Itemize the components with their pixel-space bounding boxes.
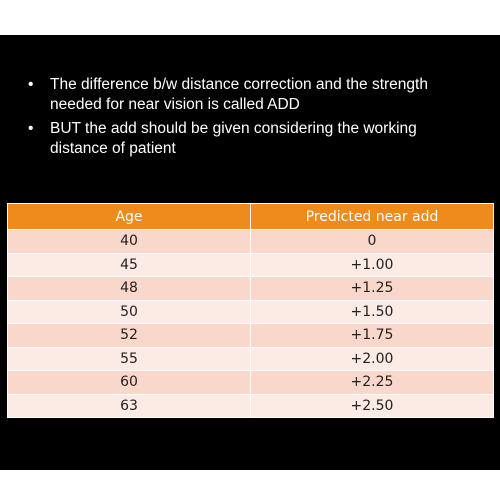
table-cell: 0 xyxy=(250,229,494,254)
bullet: BUT the add should be given considering … xyxy=(28,119,468,159)
table-cell: +2.25 xyxy=(250,370,494,395)
table-cell: 40 xyxy=(7,229,251,254)
header-cell: Age xyxy=(7,203,251,230)
table-cell: +2.50 xyxy=(250,393,494,418)
table-cell: +2.00 xyxy=(250,346,494,371)
bullet: The difference b/w distance correction a… xyxy=(28,75,468,115)
table-row: 48 +1.25 xyxy=(7,276,494,301)
table-row: 55 +2.00 xyxy=(7,346,494,371)
table-cell: +1.25 xyxy=(250,276,494,301)
table-cell: 50 xyxy=(7,299,251,324)
table-cell: 52 xyxy=(7,323,251,348)
table-cell: 45 xyxy=(7,252,251,277)
table-row: 50 +1.50 xyxy=(7,299,494,324)
table-cell: 63 xyxy=(7,393,251,418)
bullet-list: The difference b/w distance correction a… xyxy=(28,75,468,163)
table: Age Predicted near add 40 0 45 +1.00 48 +1.25 5… xyxy=(7,203,494,418)
table-cell: 55 xyxy=(7,346,251,371)
table-row: 63 +2.50 xyxy=(7,393,494,418)
table-row: 40 0 xyxy=(7,229,494,254)
header-cell: Predicted near add xyxy=(250,203,494,230)
table-cell: 60 xyxy=(7,370,251,395)
table-row: 45 +1.00 xyxy=(7,252,494,277)
table-cell: +1.75 xyxy=(250,323,494,348)
header-row: Age Predicted near add xyxy=(7,203,494,230)
slide: The difference b/w distance correction a… xyxy=(0,35,500,470)
table-cell: +1.50 xyxy=(250,299,494,324)
table-row: 60 +2.25 xyxy=(7,370,494,395)
table-cell: +1.00 xyxy=(250,252,494,277)
table-cell: 48 xyxy=(7,276,251,301)
table-row: 52 +1.75 xyxy=(7,323,494,348)
